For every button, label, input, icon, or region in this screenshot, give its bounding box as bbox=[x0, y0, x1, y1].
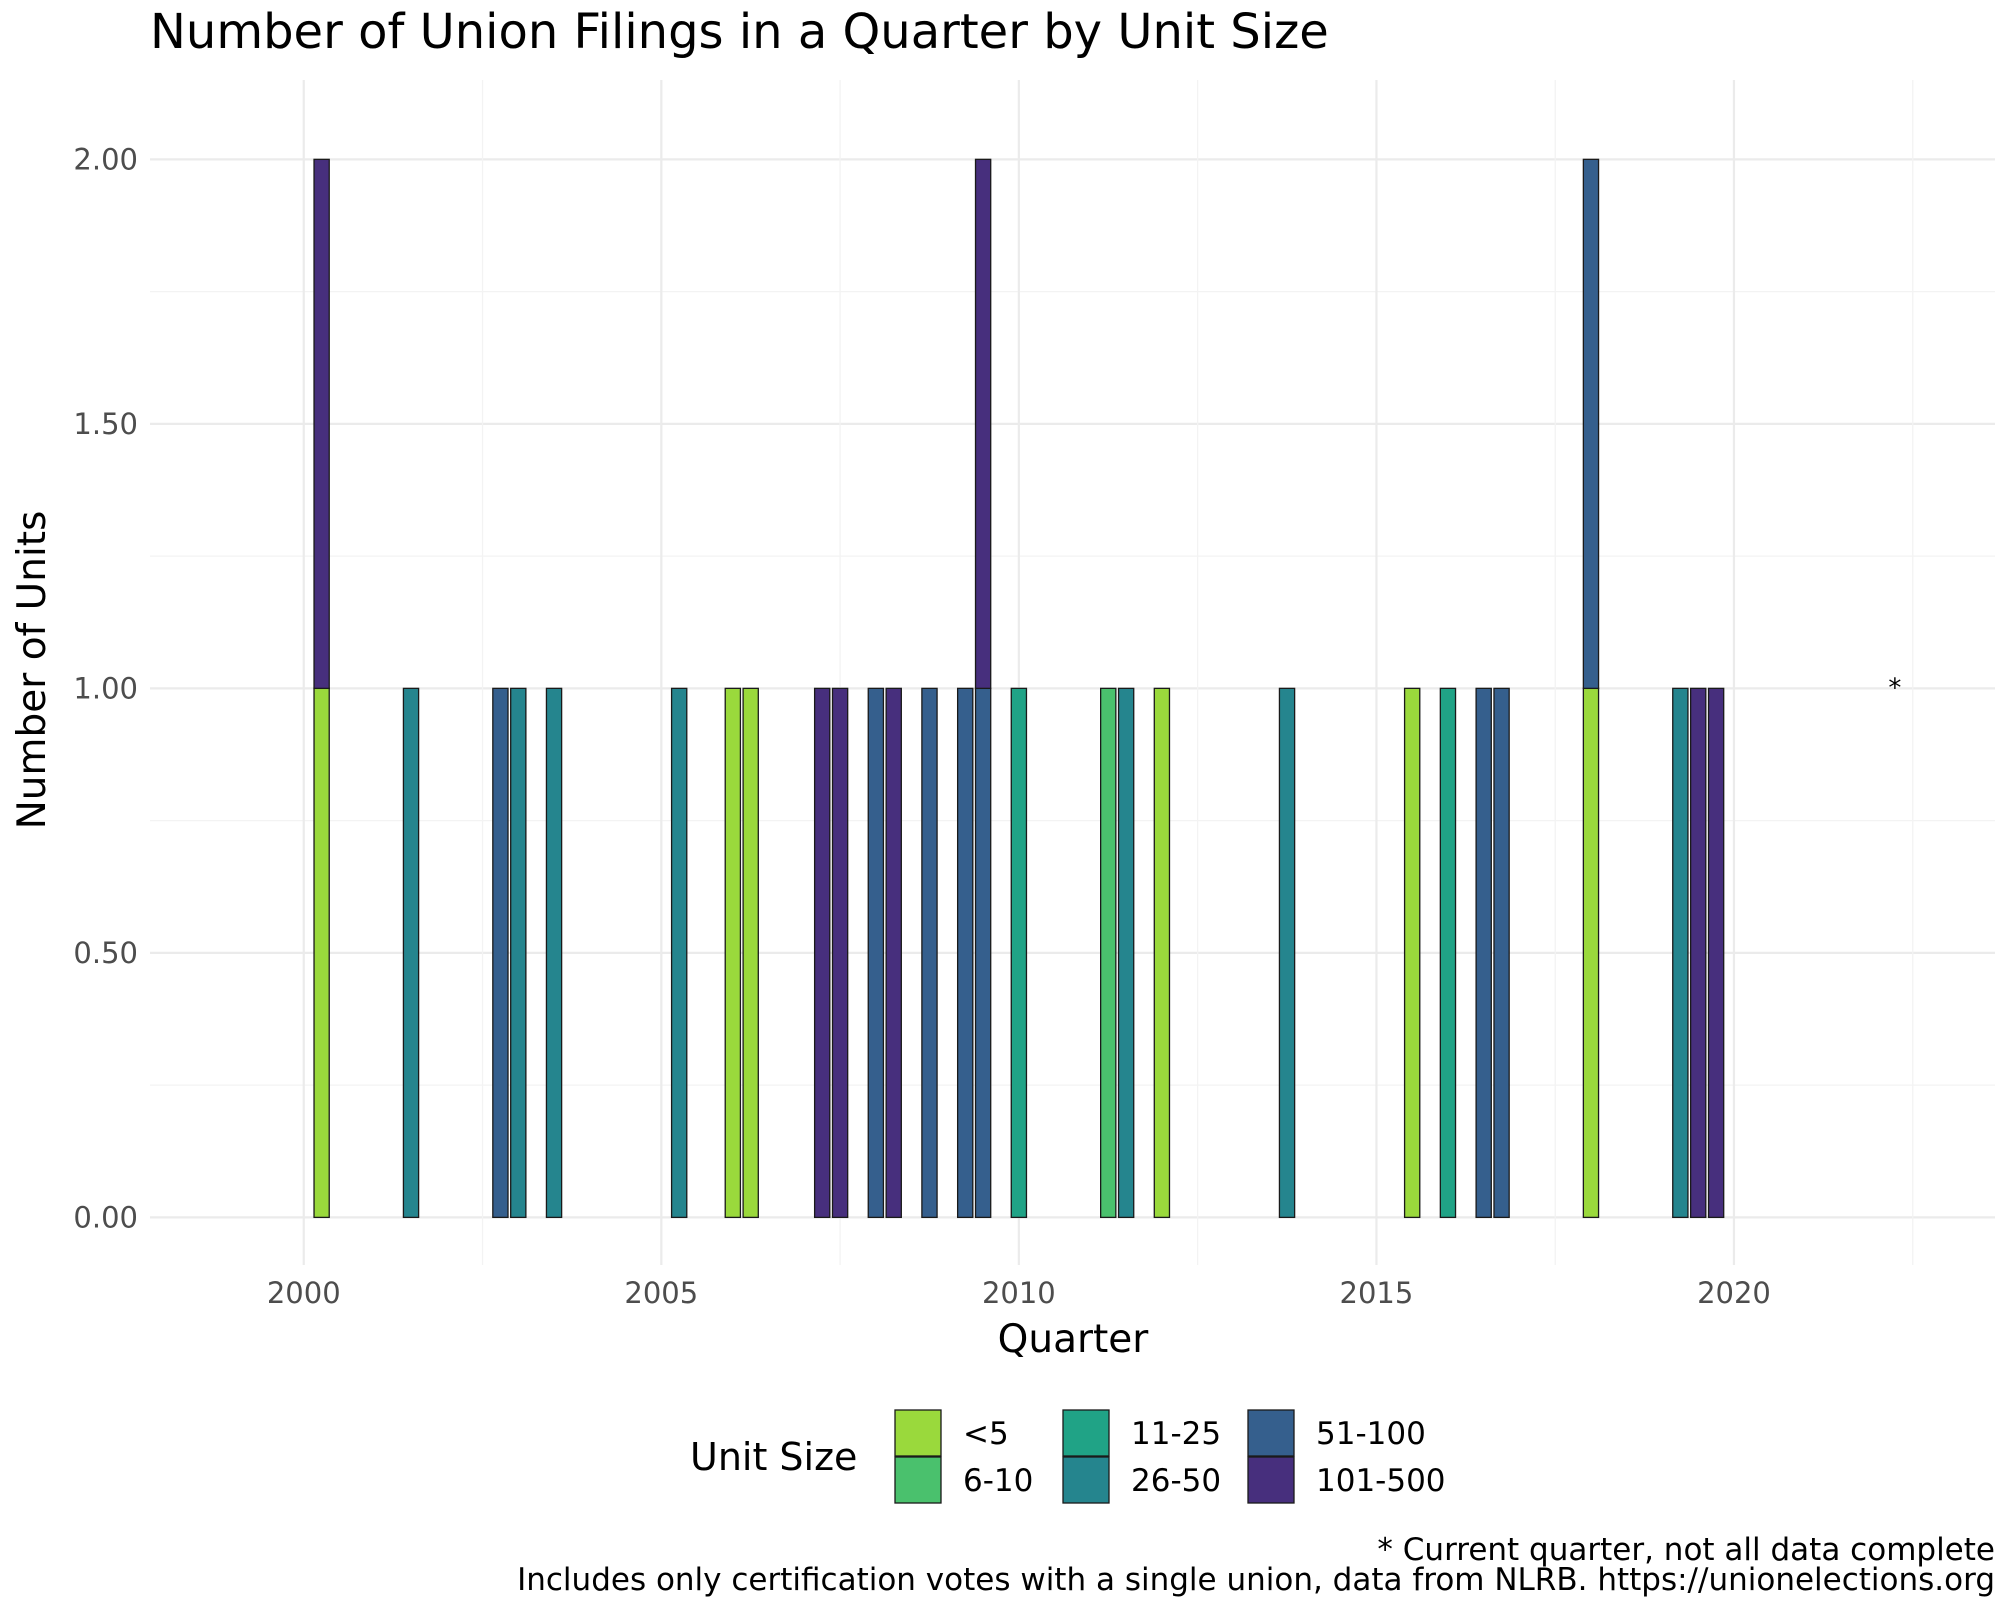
legend-key bbox=[1247, 1409, 1295, 1457]
bar-segment bbox=[1689, 687, 1707, 1219]
x-tick-label: 2020 bbox=[1697, 1276, 1771, 1310]
bar-segment bbox=[545, 687, 563, 1219]
bar-segment bbox=[1672, 687, 1689, 1219]
legend-label: <5 bbox=[963, 1416, 1009, 1452]
x-tick-label: 2000 bbox=[267, 1276, 341, 1310]
bar-segment bbox=[1707, 687, 1725, 1219]
y-tick-label: 0.00 bbox=[73, 1200, 138, 1234]
bar-segment bbox=[724, 687, 742, 1219]
x-tick-label: 2015 bbox=[1340, 1276, 1414, 1310]
bar-segment bbox=[313, 687, 330, 1219]
legend-key bbox=[894, 1409, 942, 1457]
legend-key bbox=[1062, 1409, 1110, 1457]
bar-segment bbox=[510, 687, 527, 1219]
bar-segment bbox=[492, 687, 509, 1219]
caption-line-1: * Current quarter, not all data complete bbox=[1377, 1532, 1995, 1568]
annotation-asterisk: * bbox=[1888, 673, 1901, 703]
legend: Unit Size <5 6-10 11-25 26-50 51-100 101-500 bbox=[690, 1409, 1446, 1504]
bar-segment bbox=[1100, 687, 1117, 1219]
bar-segment bbox=[1582, 158, 1600, 690]
y-axis-ticks: 0.00 0.50 1.00 1.50 2.00 bbox=[73, 142, 138, 1234]
bar-segment bbox=[313, 158, 330, 690]
y-tick-label: 2.00 bbox=[73, 142, 138, 176]
bar-segment bbox=[974, 687, 992, 1219]
x-axis-ticks: 2000 2005 2010 2015 2020 bbox=[267, 1276, 1771, 1310]
legend-label: 51-100 bbox=[1316, 1416, 1426, 1452]
bar-segment bbox=[742, 687, 759, 1219]
bar-segment bbox=[1010, 687, 1028, 1219]
bar-segment bbox=[1493, 687, 1510, 1219]
bar-segment bbox=[831, 687, 849, 1219]
legend-key bbox=[1062, 1456, 1110, 1504]
legend-key bbox=[894, 1456, 942, 1504]
bar-segment bbox=[402, 687, 420, 1219]
y-tick-label: 1.50 bbox=[73, 407, 138, 441]
legend-label: 6-10 bbox=[963, 1463, 1033, 1499]
bars bbox=[313, 158, 1725, 1219]
x-tick-label: 2010 bbox=[982, 1276, 1056, 1310]
legend-label: 26-50 bbox=[1131, 1463, 1221, 1499]
bar-segment bbox=[1117, 687, 1135, 1219]
bar-segment bbox=[1278, 687, 1296, 1219]
legend-label: 101-500 bbox=[1316, 1463, 1446, 1499]
bar-segment bbox=[670, 687, 688, 1219]
legend-key bbox=[1247, 1456, 1295, 1504]
bar-segment bbox=[956, 687, 974, 1219]
y-axis-label: Number of Units bbox=[10, 511, 55, 830]
grid bbox=[150, 80, 1995, 1265]
bar-segment bbox=[813, 687, 831, 1219]
y-tick-label: 0.50 bbox=[73, 936, 138, 970]
bar-segment bbox=[885, 687, 902, 1219]
caption-line-2: Includes only certification votes with a… bbox=[517, 1562, 1995, 1598]
bar-segment bbox=[867, 687, 885, 1219]
bar-segment bbox=[974, 158, 992, 690]
x-axis-label: Quarter bbox=[998, 1317, 1150, 1362]
x-tick-label: 2005 bbox=[624, 1276, 698, 1310]
bar-segment bbox=[1475, 687, 1492, 1219]
bar-segment bbox=[1403, 687, 1421, 1219]
bar-segment bbox=[921, 687, 938, 1219]
chart-title: Number of Union Filings in a Quarter by … bbox=[150, 4, 1329, 60]
bar-segment bbox=[1153, 687, 1171, 1219]
bar-segment bbox=[1439, 687, 1457, 1219]
bar-segment bbox=[1582, 687, 1600, 1219]
legend-title: Unit Size bbox=[690, 1435, 857, 1479]
legend-label: 11-25 bbox=[1131, 1416, 1221, 1452]
y-tick-label: 1.00 bbox=[73, 671, 138, 705]
